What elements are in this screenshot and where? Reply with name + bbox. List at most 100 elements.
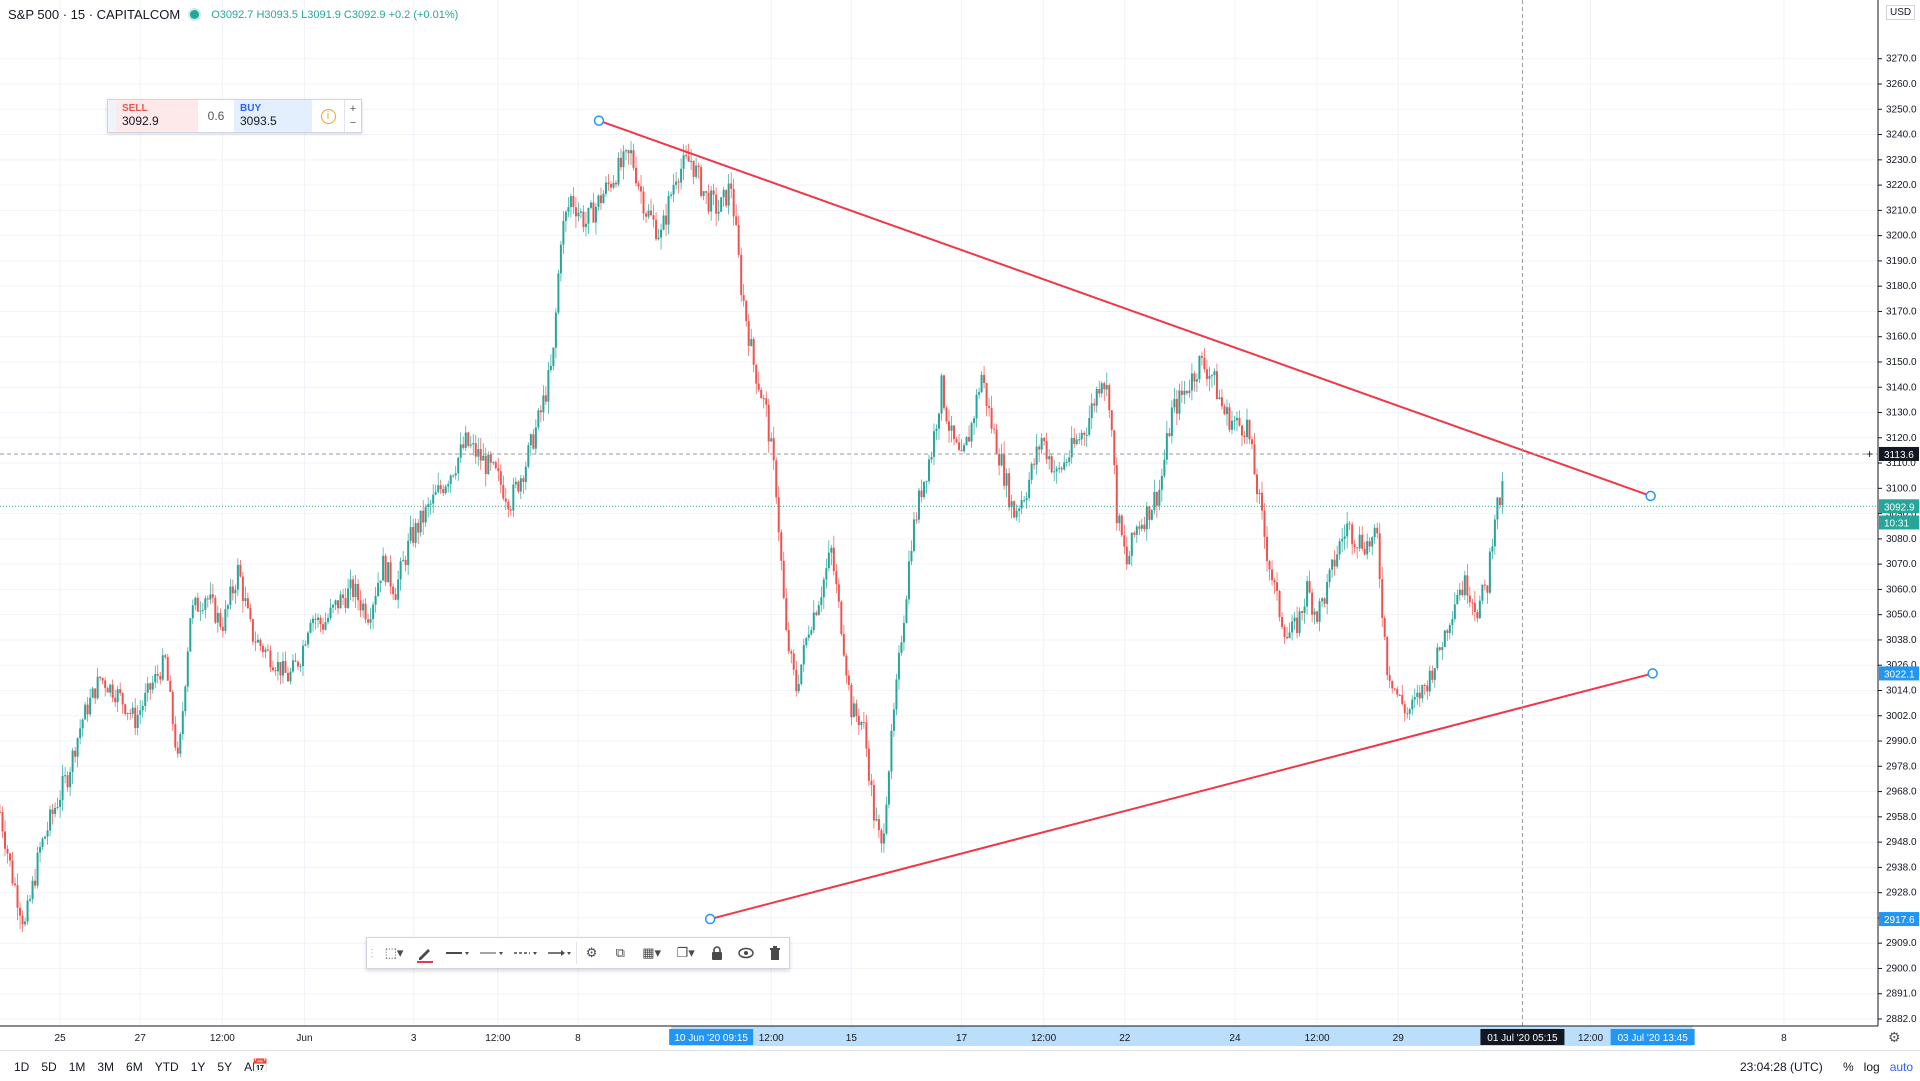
candle-body bbox=[1183, 390, 1186, 395]
candle-body bbox=[462, 444, 465, 448]
log-scale-button[interactable]: log bbox=[1863, 1060, 1880, 1074]
candle-body bbox=[1138, 526, 1141, 529]
candle-body bbox=[958, 442, 961, 450]
candle-body bbox=[577, 212, 580, 217]
candle-body bbox=[199, 610, 202, 612]
price-chart[interactable]: 2882.02891.02900.02909.02918.02928.02938… bbox=[0, 0, 1920, 1050]
bottom-toolbar: 1D 5D 1M 3M 6M YTD 1Y 5Y All 📅 23:04:28 (UTC) % … bbox=[0, 1050, 1920, 1081]
candle-body bbox=[720, 197, 723, 212]
candle-body bbox=[594, 206, 597, 223]
range-button-ytd[interactable]: YTD bbox=[154, 1060, 179, 1074]
candle-body bbox=[559, 244, 562, 274]
price-axis[interactable]: 2882.02891.02900.02909.02918.02928.02938… bbox=[1866, 0, 1920, 1050]
candle-body bbox=[1338, 541, 1341, 555]
candle-body bbox=[845, 655, 848, 676]
sell-price: 3092.9 bbox=[122, 114, 159, 128]
line-end-button[interactable] bbox=[542, 938, 576, 968]
candle-body bbox=[211, 594, 214, 598]
candle-body bbox=[805, 637, 808, 646]
range-button-3m[interactable]: 3M bbox=[97, 1060, 115, 1074]
candle-body bbox=[890, 730, 893, 772]
candle-body bbox=[251, 619, 254, 642]
candle-body bbox=[269, 650, 272, 668]
range-button-6m[interactable]: 6M bbox=[126, 1060, 143, 1074]
candle-body bbox=[1486, 585, 1489, 593]
buy-button[interactable]: BUY 3093.5 bbox=[234, 100, 312, 132]
lock-button[interactable] bbox=[703, 938, 732, 968]
trendlines[interactable] bbox=[593, 115, 1658, 925]
candle-body bbox=[780, 532, 783, 561]
candle-body bbox=[965, 437, 968, 446]
candle-body bbox=[291, 660, 294, 672]
candle-body bbox=[219, 612, 222, 627]
range-button-1y[interactable]: 1Y bbox=[190, 1060, 206, 1074]
candle-body bbox=[514, 481, 517, 485]
range-button-5d[interactable]: 5D bbox=[41, 1060, 57, 1074]
select-tool-button[interactable]: ⬚▾ bbox=[377, 938, 411, 968]
settings-button[interactable]: ⚙ bbox=[577, 938, 606, 968]
sell-button[interactable]: SELL 3092.9 bbox=[116, 100, 198, 132]
toolbar-drag-handle[interactable]: ⋮ bbox=[367, 947, 377, 959]
candle-body bbox=[640, 186, 643, 192]
line-width-button[interactable] bbox=[474, 938, 508, 968]
candle-body bbox=[1233, 420, 1236, 422]
candle-body bbox=[131, 707, 134, 714]
currency-label[interactable]: USD bbox=[1886, 5, 1916, 20]
range-button-1d[interactable]: 1D bbox=[14, 1060, 30, 1074]
go-to-date-button[interactable]: 📅 bbox=[252, 1058, 268, 1074]
percent-scale-button[interactable]: % bbox=[1843, 1060, 1854, 1074]
time-axis[interactable]: 25 27 12:00 Jun 3 12:00 8 12:00 15 17 12:00 22 24 12:… bbox=[0, 1025, 1878, 1045]
candle-body bbox=[24, 921, 27, 925]
info-button[interactable]: i bbox=[312, 100, 344, 132]
candle-body bbox=[342, 594, 345, 599]
candle-body bbox=[835, 571, 838, 585]
select-icon: ⬚▾ bbox=[384, 945, 404, 960]
candle-body bbox=[84, 704, 87, 720]
range-button-1m[interactable]: 1M bbox=[68, 1060, 86, 1074]
candle-body bbox=[266, 649, 269, 651]
candle-body bbox=[169, 680, 172, 692]
candle-body bbox=[1498, 497, 1501, 506]
candle-body bbox=[1068, 457, 1071, 462]
utc-clock[interactable]: 23:04:28 (UTC) bbox=[1740, 1060, 1823, 1074]
range-button-5y[interactable]: 5Y bbox=[217, 1060, 233, 1074]
minus-icon[interactable]: − bbox=[349, 117, 357, 129]
candle-body bbox=[687, 156, 690, 162]
candle-body bbox=[1401, 694, 1404, 705]
line-start-button[interactable] bbox=[508, 938, 542, 968]
drag-handle[interactable] bbox=[108, 100, 116, 132]
remove-button[interactable] bbox=[760, 938, 789, 968]
copy-button[interactable]: ❐▾ bbox=[669, 938, 703, 968]
candle-body bbox=[705, 191, 708, 193]
candle-body bbox=[532, 434, 535, 449]
candle-body bbox=[1356, 547, 1359, 549]
candle-body bbox=[36, 852, 39, 886]
candle-body bbox=[672, 184, 675, 195]
price-tick-label: 3090.0 bbox=[1886, 509, 1917, 520]
clone-button[interactable]: ⧉ bbox=[606, 938, 635, 968]
hide-button[interactable] bbox=[732, 938, 761, 968]
candle-body bbox=[1253, 444, 1256, 475]
line-style-solid-button[interactable] bbox=[440, 938, 474, 968]
auto-scale-button[interactable]: auto bbox=[1889, 1060, 1914, 1074]
candle-body bbox=[377, 583, 380, 596]
quantity-stepper[interactable]: + − bbox=[344, 100, 361, 132]
candle-body bbox=[317, 617, 320, 620]
color-button[interactable] bbox=[411, 938, 440, 968]
candle-body bbox=[309, 622, 312, 633]
candle-body bbox=[174, 724, 177, 748]
plus-icon[interactable]: + bbox=[349, 103, 357, 115]
candle-body bbox=[1403, 704, 1406, 714]
candle-body bbox=[364, 603, 367, 620]
chart-settings-button[interactable]: ⚙ bbox=[1888, 1029, 1901, 1046]
candle-body bbox=[554, 312, 557, 348]
candle-body bbox=[963, 445, 966, 452]
candle-body bbox=[29, 899, 32, 901]
candle-body bbox=[983, 374, 986, 384]
visual-order-button[interactable]: ▦▾ bbox=[635, 938, 669, 968]
symbol-name[interactable]: S&P 500 · 15 · CAPITALCOM bbox=[8, 7, 181, 22]
candle-body bbox=[1323, 598, 1326, 604]
range-button-all[interactable]: All bbox=[244, 1060, 258, 1074]
candle-body bbox=[1361, 534, 1364, 549]
candle-body bbox=[1058, 467, 1061, 469]
